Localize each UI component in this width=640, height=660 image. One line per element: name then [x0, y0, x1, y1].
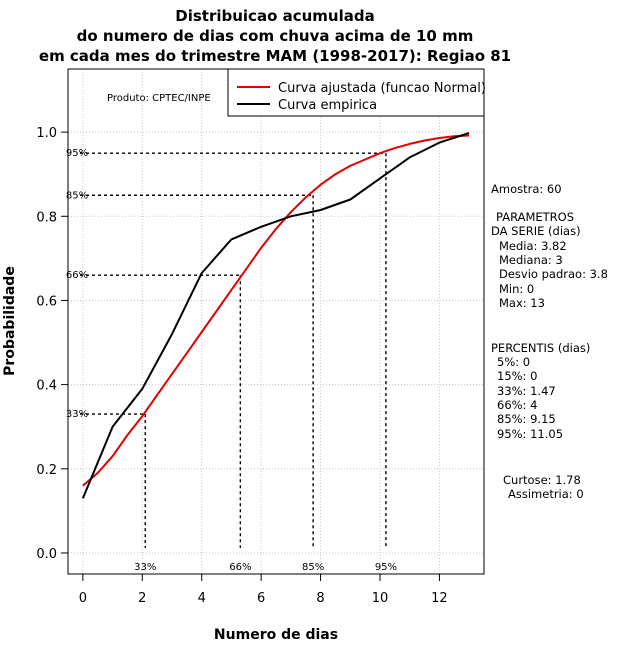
param-median: Mediana: 3 — [499, 253, 563, 267]
parameters-header-2: DA SERIE (dias) — [491, 224, 581, 238]
percentile-left-label-0: 33% — [66, 409, 88, 420]
x-tick-label-2: 4 — [198, 591, 206, 606]
param-max: Max: 13 — [499, 296, 545, 310]
y-tick-label-0: 0.0 — [36, 547, 57, 562]
product-label: Produto: CPTEC/INPE — [107, 93, 211, 104]
percentile-85: 85%: 9.15 — [497, 412, 556, 426]
percentile-bottom-label-0: 33% — [134, 562, 156, 573]
chart-title-line-3: em cada mes do trimestre MAM (1998-2017)… — [39, 47, 511, 65]
percentiles-header: PERCENTIS (dias) — [491, 341, 590, 355]
percentile-95: 95%: 11.05 — [497, 427, 563, 441]
x-tick-label-0: 0 — [79, 591, 87, 606]
x-tick-label-1: 2 — [138, 591, 146, 606]
percentile-33: 33%: 1.47 — [497, 384, 556, 398]
kurtosis: Curtose: 1.78 — [503, 473, 581, 487]
y-tick-label-4: 0.8 — [36, 210, 57, 225]
skewness: Assimetria: 0 — [508, 487, 584, 501]
percentile-bottom-label-2: 85% — [302, 562, 324, 573]
percentile-left-label-1: 66% — [66, 270, 88, 281]
param-mean: Media: 3.82 — [499, 239, 567, 253]
x-tick-label-6: 12 — [431, 591, 448, 606]
grid — [68, 69, 484, 574]
plot-frame — [67, 68, 485, 575]
x-tick-label-4: 8 — [316, 591, 324, 606]
legend-box — [227, 68, 485, 117]
percentile-5: 5%: 0 — [497, 355, 530, 369]
x-axis-label: Numero de dias — [214, 627, 338, 643]
axes: 0 2 4 6 8 10 12 0.0 0.2 0.4 0.6 0.8 1.0 — [36, 126, 447, 606]
param-stddev: Desvio padrao: 3.8 — [499, 267, 608, 281]
legend-label-empirical: Curva empirica — [278, 98, 377, 113]
series-line-0 — [82, 134, 470, 487]
percentile-left-label-3: 95% — [66, 148, 88, 159]
x-tick-label-3: 6 — [257, 591, 265, 606]
legend-label-fitted: Curva ajustada (funcao Normal) — [278, 81, 486, 96]
percentile-bottom-label-3: 95% — [375, 562, 397, 573]
param-min: Min: 0 — [499, 282, 534, 296]
y-tick-label-3: 0.6 — [36, 294, 57, 309]
percentile-15: 15%: 0 — [497, 369, 537, 383]
sample-size: Amostra: 60 — [491, 182, 562, 196]
percentile-66: 66%: 4 — [497, 398, 537, 412]
y-tick-label-1: 0.2 — [36, 463, 57, 478]
y-axis-label: Probabilidade — [2, 266, 18, 376]
chart-title-line-2: do numero de dias com chuva acima de 10 … — [77, 27, 474, 45]
y-tick-label-5: 1.0 — [36, 126, 57, 141]
percentile-bottom-label-1: 66% — [229, 562, 251, 573]
series-line-1 — [81, 132, 470, 499]
series-lines — [81, 132, 470, 499]
parameters-header-1: PARAMETROS — [496, 210, 574, 224]
x-tick-label-5: 10 — [372, 591, 389, 606]
y-tick-label-2: 0.4 — [36, 379, 57, 394]
legend: Curva ajustada (funcao Normal) Curva emp… — [227, 68, 486, 117]
percentile-markers: 33% 33% 66% 66% 85% 85% 95% 95% — [66, 148, 397, 573]
chart-title-line-1: Distribuicao acumulada — [175, 7, 374, 25]
side-panel: Amostra: 60 PARAMETROS DA SERIE (dias) M… — [491, 182, 608, 501]
percentile-left-label-2: 85% — [66, 190, 88, 201]
